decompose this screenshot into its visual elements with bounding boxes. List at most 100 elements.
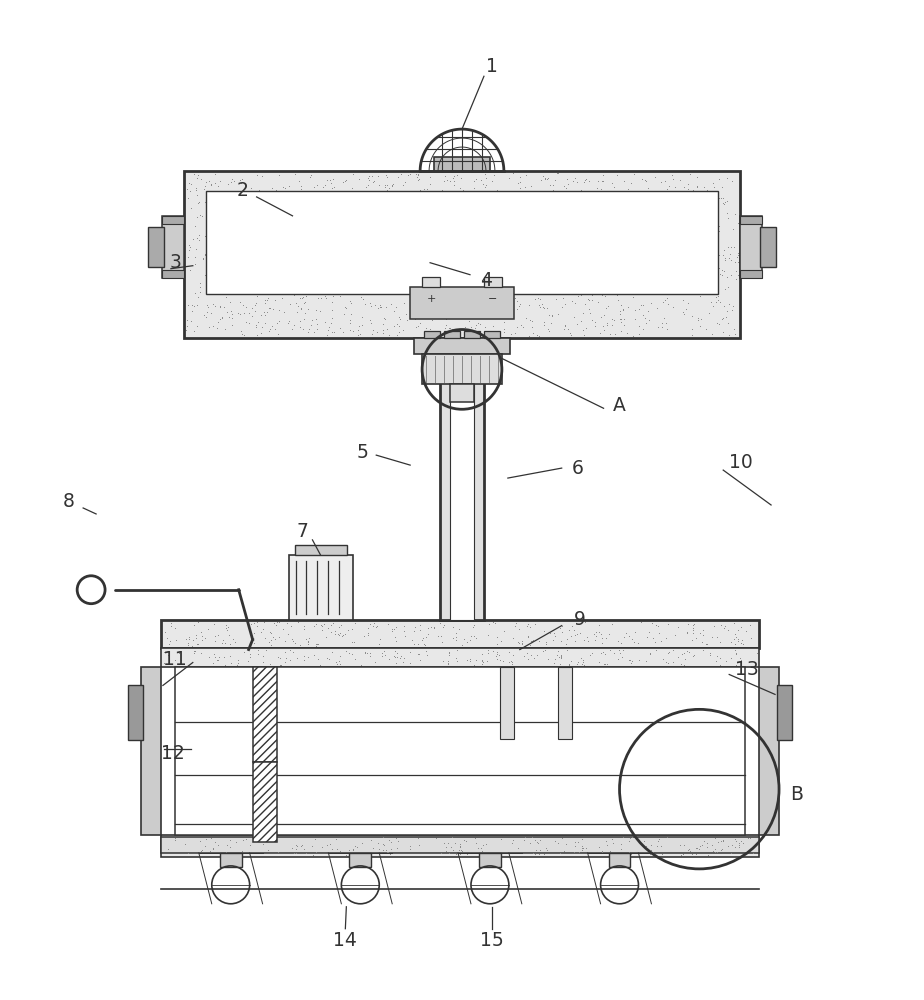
- Point: [407, 258, 421, 274]
- Point: [689, 219, 704, 235]
- Point: [550, 165, 565, 181]
- Point: [172, 645, 187, 661]
- Point: [249, 167, 264, 183]
- Point: [294, 837, 309, 853]
- Point: [281, 279, 296, 295]
- Point: [407, 311, 422, 327]
- Point: [327, 179, 342, 195]
- Point: [182, 262, 197, 278]
- Point: [607, 326, 622, 342]
- Point: [396, 199, 411, 215]
- Point: [649, 642, 663, 658]
- Point: [372, 216, 387, 232]
- Point: [334, 275, 349, 291]
- Point: [203, 176, 218, 192]
- Point: [225, 244, 239, 260]
- Point: [553, 650, 568, 666]
- Point: [554, 830, 569, 846]
- Point: [640, 180, 655, 196]
- Point: [406, 258, 420, 274]
- Point: [464, 277, 479, 293]
- Point: [161, 841, 176, 857]
- Point: [694, 311, 709, 327]
- Point: [502, 845, 517, 861]
- Point: [204, 286, 219, 302]
- Point: [266, 241, 281, 257]
- Point: [333, 648, 347, 664]
- Point: [295, 290, 310, 306]
- Point: [392, 251, 407, 267]
- Point: [276, 193, 291, 209]
- Point: [162, 636, 176, 652]
- Point: [578, 171, 593, 187]
- Point: [615, 642, 630, 658]
- Point: [292, 313, 307, 329]
- Point: [666, 171, 681, 187]
- Point: [656, 651, 671, 667]
- Point: [495, 653, 510, 669]
- Point: [699, 214, 714, 230]
- Point: [507, 183, 522, 199]
- Point: [318, 288, 333, 304]
- Point: [193, 279, 208, 295]
- Point: [269, 315, 284, 331]
- Point: [265, 301, 280, 317]
- Point: [392, 318, 407, 334]
- Point: [294, 301, 309, 317]
- Point: [653, 633, 668, 649]
- Point: [595, 173, 610, 189]
- Point: [627, 624, 642, 640]
- Point: [291, 298, 306, 314]
- Point: [308, 274, 322, 290]
- Point: [580, 633, 595, 649]
- Point: [203, 305, 218, 321]
- Point: [615, 829, 630, 845]
- Point: [615, 272, 630, 288]
- Point: [625, 631, 639, 647]
- Point: [185, 303, 200, 319]
- Point: [194, 171, 209, 187]
- Point: [613, 303, 627, 319]
- Point: [620, 274, 635, 290]
- Point: [532, 212, 547, 228]
- Point: [715, 310, 730, 326]
- Point: [667, 218, 682, 234]
- Point: [498, 280, 513, 296]
- Point: [256, 836, 271, 852]
- Point: [642, 624, 657, 640]
- Point: [729, 646, 744, 662]
- Point: [698, 282, 712, 298]
- Point: [260, 292, 274, 308]
- Point: [499, 234, 514, 250]
- Point: [344, 186, 359, 202]
- Point: [476, 238, 491, 254]
- Point: [407, 241, 421, 257]
- Point: [184, 313, 199, 329]
- Point: [614, 278, 629, 294]
- Point: [382, 186, 396, 202]
- Point: [226, 256, 241, 272]
- Point: [670, 649, 685, 665]
- Point: [297, 311, 311, 327]
- Point: [439, 263, 454, 279]
- Point: [440, 241, 455, 257]
- Point: [455, 637, 469, 653]
- Point: [531, 226, 546, 242]
- Point: [486, 185, 501, 201]
- Point: [552, 649, 566, 665]
- Point: [500, 199, 515, 215]
- Point: [242, 837, 257, 853]
- Point: [437, 294, 452, 310]
- Point: [322, 319, 337, 335]
- Point: [446, 184, 461, 200]
- Point: [625, 255, 639, 271]
- Point: [452, 621, 467, 637]
- Point: [672, 186, 687, 202]
- Point: [213, 207, 228, 223]
- Point: [297, 241, 311, 257]
- Point: [474, 172, 489, 188]
- Point: [278, 644, 293, 660]
- Point: [410, 318, 425, 334]
- Point: [547, 234, 562, 250]
- Point: [582, 226, 597, 242]
